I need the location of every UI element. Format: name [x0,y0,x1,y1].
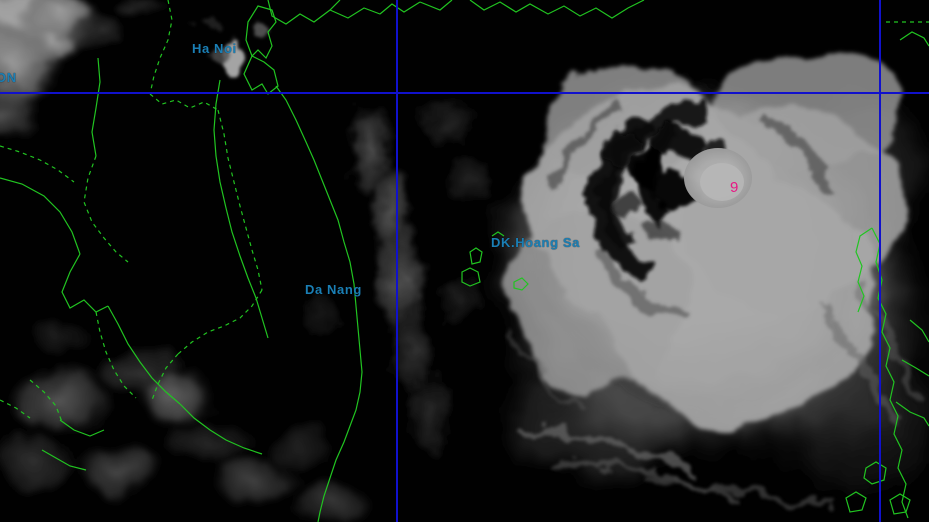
label-da-nang: Da Nang [305,282,362,297]
grid-line-vertical-2 [879,0,881,522]
label-dk-hoang-sa: DK.Hoang Sa [491,235,580,250]
label-truncated-left: ON [0,70,17,85]
label-ha-noi: Ha Noi [192,41,237,56]
country-borders [0,0,929,423]
grid-line-horizontal-1 [0,92,929,94]
grid-line-vertical-1 [396,0,398,522]
storm-number-marker: 9 [730,179,739,196]
